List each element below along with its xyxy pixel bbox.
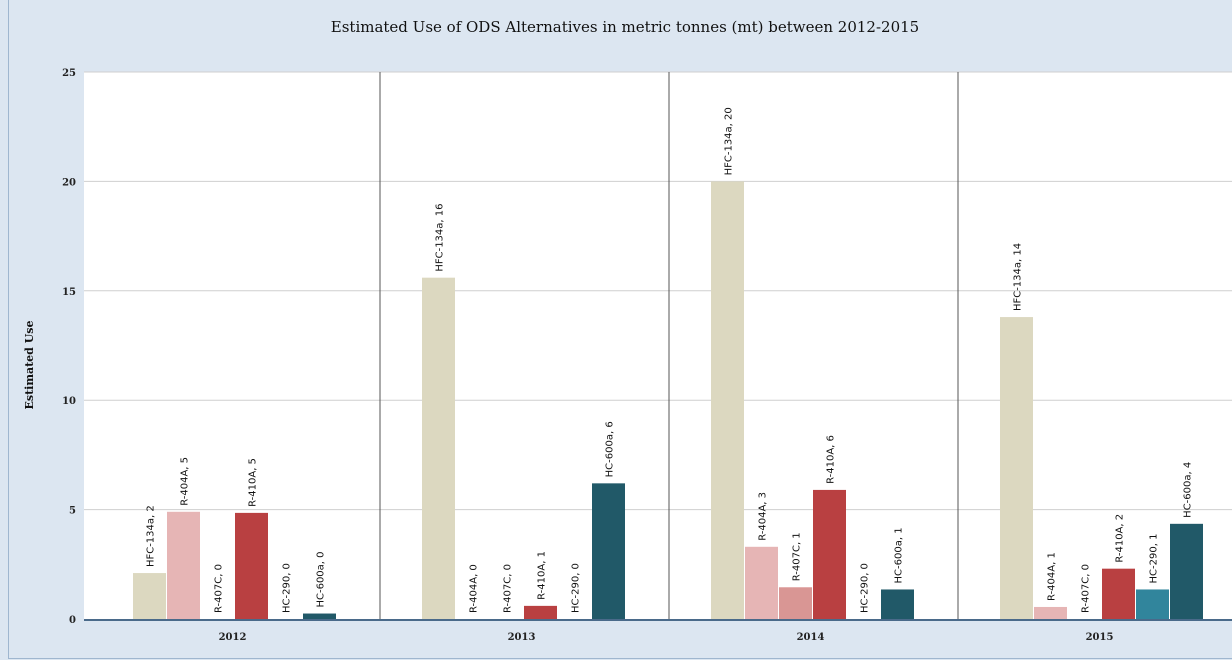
labels-layer: HFC-134a, 2 R-404A, 5 R-407C, 0 R-410A, 5 HC…	[146, 107, 1194, 613]
data-label: HC-290, 0	[282, 563, 293, 613]
x-tick-label: 2013	[508, 632, 536, 643]
y-tick-label: 10	[62, 396, 76, 407]
data-label: HFC-134a, 20	[724, 107, 735, 175]
chart-svg: Estimated Use of ODS Alternatives in met…	[23, 18, 1232, 643]
bar-hc-600a-2014	[881, 589, 914, 619]
data-label: HC-600a, 6	[605, 421, 616, 477]
y-tick-label: 5	[69, 506, 76, 517]
data-label: HFC-134a, 2	[146, 505, 157, 567]
data-label: R-407C, 0	[214, 564, 225, 613]
data-label: R-410A, 5	[248, 458, 259, 507]
bar-hfc-134a-2012	[133, 573, 166, 619]
bar-r-404a-2014	[745, 546, 778, 619]
grid-layer	[84, 71, 1232, 619]
bar-r-410a-2015	[1102, 568, 1135, 619]
bar-r-404a-2012	[167, 511, 200, 619]
data-label: HC-290, 0	[571, 563, 582, 613]
bar-hc-600a-2015	[1170, 523, 1203, 619]
bar-r-407c-2014	[779, 587, 812, 619]
data-label: R-407C, 0	[1081, 564, 1092, 613]
plot-area	[84, 72, 1232, 619]
y-axis-title: Estimated Use	[23, 321, 36, 410]
data-label: HC-600a, 4	[1183, 462, 1194, 518]
bar-hfc-134a-2014	[711, 181, 744, 619]
data-label: R-404A, 5	[180, 457, 191, 506]
chart-frame: Estimated Use of ODS Alternatives in met…	[8, 0, 1232, 659]
bar-r-410a-2014	[813, 489, 846, 619]
data-label: HFC-134a, 14	[1013, 243, 1024, 311]
data-label: R-410A, 6	[826, 435, 837, 484]
y-tick-label: 25	[62, 68, 76, 79]
bar-hfc-134a-2015	[1000, 317, 1033, 619]
data-label: HC-600a, 1	[894, 527, 905, 583]
bar-hc-290-2015	[1136, 589, 1169, 619]
x-tick-label: 2012	[219, 632, 247, 643]
data-label: HFC-134a, 16	[435, 204, 446, 272]
y-tick-label: 15	[62, 287, 76, 298]
axis-layer: 0 5 10 15 20 25 2012 2013 2014 2015	[62, 68, 1232, 643]
y-tick-label: 0	[69, 615, 76, 626]
y-tick-label: 20	[62, 177, 76, 188]
bar-r-410a-2013	[524, 605, 557, 619]
x-tick-label: 2014	[797, 632, 825, 643]
data-label: R-410A, 1	[537, 551, 548, 600]
bar-r-410a-2012	[235, 512, 268, 619]
bar-hfc-134a-2013	[422, 277, 455, 619]
bars-layer	[133, 181, 1203, 619]
data-label: R-404A, 1	[1047, 552, 1058, 601]
chart-title: Estimated Use of ODS Alternatives in met…	[331, 18, 919, 36]
bar-hc-600a-2013	[592, 483, 625, 619]
data-label: R-407C, 1	[792, 532, 803, 581]
bar-r-404a-2015	[1034, 606, 1067, 619]
data-label: HC-290, 1	[1149, 534, 1160, 584]
data-label: HC-600a, 0	[316, 551, 327, 607]
data-label: R-404A, 0	[469, 564, 480, 613]
data-label: R-407C, 0	[503, 564, 514, 613]
data-label: HC-290, 0	[860, 563, 871, 613]
data-label: R-410A, 2	[1115, 514, 1126, 563]
x-tick-label: 2015	[1086, 632, 1114, 643]
data-label: R-404A, 3	[758, 492, 769, 541]
bar-hc-600a-2012	[303, 613, 336, 619]
